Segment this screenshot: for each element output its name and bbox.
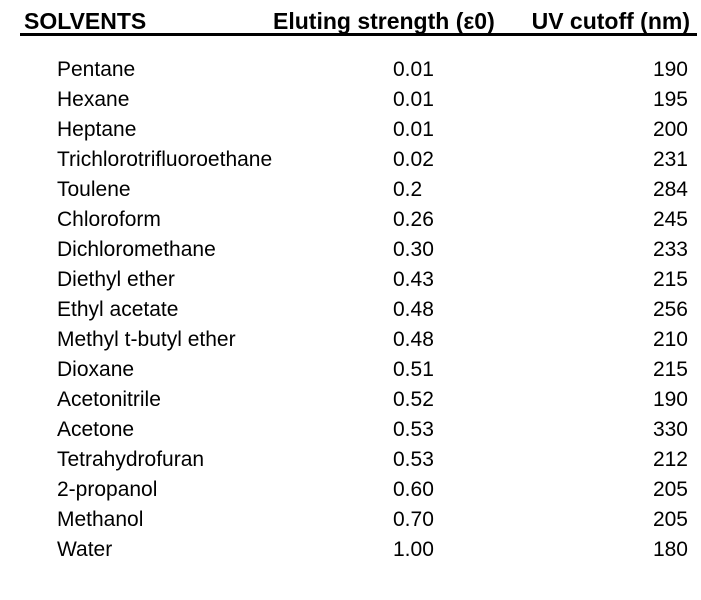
table-row: Acetone 0.53 330 <box>20 415 697 445</box>
table-row: Ethyl acetate 0.48 256 <box>20 295 697 325</box>
table-row: Methanol 0.70 205 <box>20 505 697 535</box>
solvent-name: Acetonitrile <box>57 388 161 411</box>
eluting-strength-value: 0.2 <box>393 178 423 201</box>
table-row: Chloroform 0.26 245 <box>20 205 697 235</box>
table-row: Methyl t-butyl ether 0.48 210 <box>20 325 697 355</box>
uv-cutoff-value: 215 <box>652 268 688 291</box>
table-body: Pentane 0.01 190 Hexane 0.01 195 Heptane… <box>20 55 697 565</box>
uv-cutoff-value: 180 <box>652 538 688 561</box>
eluting-strength-value: 0.02 <box>393 148 434 171</box>
uv-cutoff-value: 195 <box>652 88 688 111</box>
table-row: Tetrahydrofuran 0.53 212 <box>20 445 697 475</box>
solvent-name: Pentane <box>57 58 136 81</box>
eluting-strength-value: 0.48 <box>393 298 434 321</box>
header-solvents: SOLVENTS <box>24 8 147 34</box>
solvent-name: Chloroform <box>57 208 161 231</box>
eluting-strength-value: 0.01 <box>393 118 434 141</box>
table-row: Diethyl ether 0.43 215 <box>20 265 697 295</box>
uv-cutoff-value: 231 <box>652 148 688 171</box>
table-row: Trichlorotrifluoroethane 0.02 231 <box>20 145 697 175</box>
solvent-name: Ethyl acetate <box>57 298 179 321</box>
solvent-name: Diethyl ether <box>57 268 175 291</box>
solvent-table: SOLVENTS Eluting strength (ε0) UV cutoff… <box>20 8 697 565</box>
eluting-strength-value: 0.48 <box>393 328 434 351</box>
uv-cutoff-value: 245 <box>652 208 688 231</box>
solvent-name: Methyl t-butyl ether <box>57 328 236 351</box>
uv-cutoff-value: 190 <box>652 388 688 411</box>
table-row: Hexane 0.01 195 <box>20 85 697 115</box>
table-row: 2-propanol 0.60 205 <box>20 475 697 505</box>
eluting-strength-value: 0.01 <box>393 58 434 81</box>
uv-cutoff-value: 205 <box>652 478 688 501</box>
eluting-strength-value: 1.00 <box>393 538 434 561</box>
solvent-name: Methanol <box>57 508 144 531</box>
solvent-name: Trichlorotrifluoroethane <box>57 148 273 171</box>
table-row: Toulene 0.2 284 <box>20 175 697 205</box>
eluting-strength-value: 0.52 <box>393 388 434 411</box>
table-row: Acetonitrile 0.52 190 <box>20 385 697 415</box>
uv-cutoff-value: 210 <box>652 328 688 351</box>
table-header-row: SOLVENTS Eluting strength (ε0) UV cutoff… <box>20 8 697 36</box>
uv-cutoff-value: 233 <box>652 238 688 261</box>
table-row: Dichloromethane 0.30 233 <box>20 235 697 265</box>
uv-cutoff-value: 330 <box>652 418 688 441</box>
table-row: Water 1.00 180 <box>20 535 697 565</box>
header-eluting-strength: Eluting strength (ε0) <box>273 8 495 34</box>
uv-cutoff-value: 190 <box>652 58 688 81</box>
solvent-name: Heptane <box>57 118 137 141</box>
solvent-name: 2-propanol <box>57 478 158 501</box>
solvent-name: Tetrahydrofuran <box>57 448 205 471</box>
eluting-strength-value: 0.70 <box>393 508 434 531</box>
eluting-strength-value: 0.51 <box>393 358 434 381</box>
solvent-name: Acetone <box>57 418 135 441</box>
uv-cutoff-value: 200 <box>652 118 688 141</box>
table-row: Dioxane 0.51 215 <box>20 355 697 385</box>
eluting-strength-value: 0.53 <box>393 418 434 441</box>
eluting-strength-value: 0.60 <box>393 478 434 501</box>
solvent-name: Dioxane <box>57 358 135 381</box>
eluting-strength-value: 0.30 <box>393 238 434 261</box>
eluting-strength-value: 0.26 <box>393 208 434 231</box>
solvent-name: Water <box>57 538 113 561</box>
header-uv-cutoff: UV cutoff (nm) <box>531 8 690 34</box>
solvent-name: Hexane <box>57 88 130 111</box>
uv-cutoff-value: 284 <box>652 178 688 201</box>
eluting-strength-value: 0.01 <box>393 88 434 111</box>
uv-cutoff-value: 256 <box>652 298 688 321</box>
eluting-strength-value: 0.53 <box>393 448 434 471</box>
uv-cutoff-value: 212 <box>652 448 688 471</box>
solvent-name: Dichloromethane <box>57 238 216 261</box>
uv-cutoff-value: 205 <box>652 508 688 531</box>
uv-cutoff-value: 215 <box>652 358 688 381</box>
table-row: Heptane 0.01 200 <box>20 115 697 145</box>
solvent-name: Toulene <box>57 178 131 201</box>
eluting-strength-value: 0.43 <box>393 268 434 291</box>
table-row: Pentane 0.01 190 <box>20 55 697 85</box>
